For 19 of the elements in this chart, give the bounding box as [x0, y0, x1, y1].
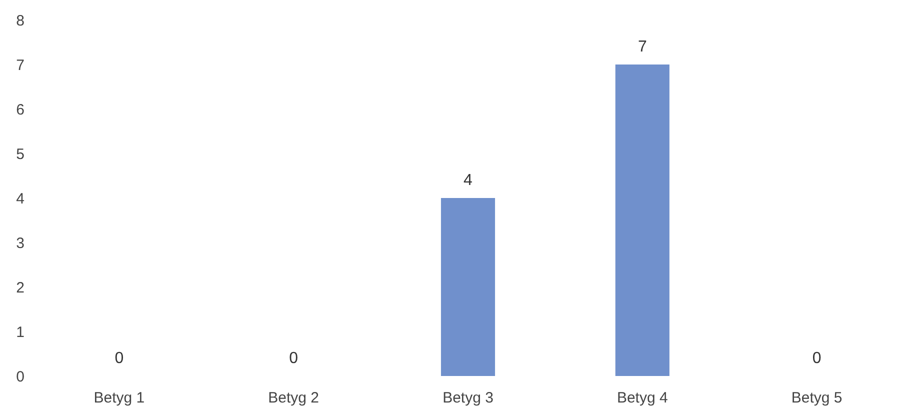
x-tick-label: Betyg 5 [791, 390, 842, 406]
x-tick-label: Betyg 1 [94, 390, 145, 406]
x-tick-label: Betyg 3 [442, 390, 494, 406]
y-tick-label: 0 [16, 368, 24, 386]
x-tick-label: Betyg 2 [268, 390, 320, 406]
y-tick-label: 8 [16, 12, 24, 30]
data-label: 0 [114, 350, 124, 367]
y-tick-label: 2 [16, 280, 24, 296]
data-label: 7 [638, 38, 647, 56]
y-tick-label: 3 [16, 235, 24, 252]
y-tick-label: 4 [16, 190, 24, 208]
data-label: 4 [464, 172, 473, 189]
y-tick-label: 5 [16, 146, 24, 163]
y-tick-label: 7 [16, 57, 24, 74]
y-tick-label: 6 [16, 102, 24, 118]
y-tick-label: 1 [16, 324, 24, 341]
data-label: 0 [289, 350, 298, 367]
x-tick-label: Betyg 4 [616, 390, 668, 406]
data-label: 0 [812, 350, 822, 367]
